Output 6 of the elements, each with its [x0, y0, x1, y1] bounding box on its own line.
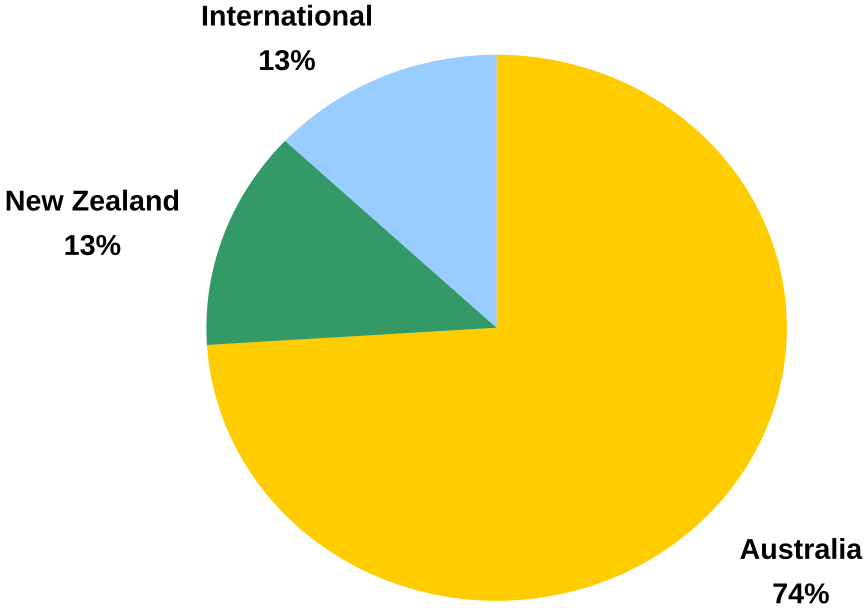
data-label: 13%	[66, 234, 120, 256]
data-label: 13%	[260, 50, 315, 70]
slice-label: New Zealand	[6, 190, 178, 211]
slice-label: Australia	[740, 538, 862, 559]
slice-label: International	[202, 4, 371, 26]
data-label: 74%	[773, 583, 829, 604]
